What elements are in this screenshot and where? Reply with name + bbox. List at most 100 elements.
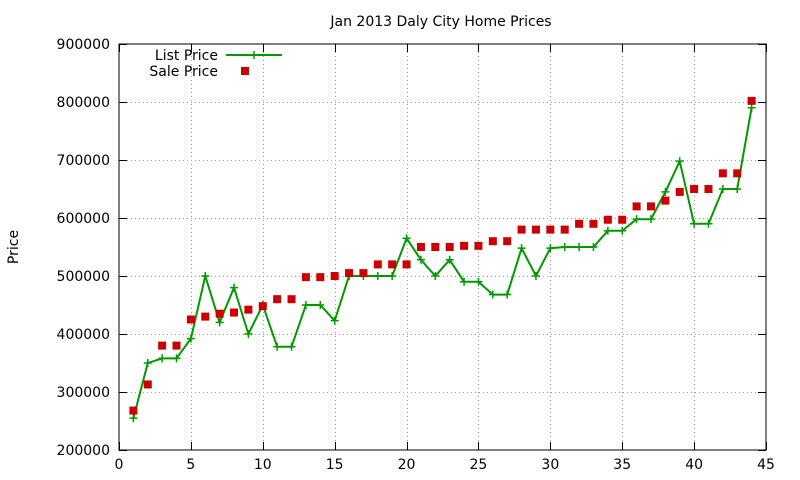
sale-price-point bbox=[445, 243, 454, 251]
sale-price-point bbox=[373, 260, 382, 269]
list-price-point bbox=[301, 301, 310, 309]
sale-price-point bbox=[675, 187, 684, 196]
sale-price-point bbox=[129, 406, 138, 415]
list-price-point bbox=[230, 283, 239, 292]
y-tick-labels: 200000 300000 400000 500000 600000 700000 8000… bbox=[57, 37, 110, 459]
list-price-point bbox=[704, 219, 713, 228]
x-tick-label: 5 bbox=[186, 457, 195, 473]
sale-price-point bbox=[460, 241, 469, 250]
y-tick-label: 800000 bbox=[57, 95, 110, 111]
list-price-line bbox=[132, 107, 753, 419]
list-price-point bbox=[158, 354, 167, 363]
sale-price-point bbox=[330, 272, 339, 280]
list-price-point bbox=[531, 272, 540, 280]
list-price-point bbox=[733, 185, 742, 193]
x-tick-labels: 0 5 10 15 20 25 30 35 40 45 bbox=[115, 457, 775, 473]
x-tick-label: 10 bbox=[254, 457, 272, 473]
list-price-point bbox=[316, 301, 325, 309]
list-price-point bbox=[172, 354, 181, 363]
sale-price-point bbox=[474, 241, 483, 250]
list-price-point bbox=[603, 226, 612, 235]
list-price-point bbox=[143, 359, 152, 367]
sale-price-point bbox=[172, 341, 181, 350]
y-tick-label: 900000 bbox=[57, 37, 110, 53]
plot-frame bbox=[118, 43, 767, 451]
sale-price-point bbox=[273, 295, 282, 304]
list-price-point bbox=[129, 414, 138, 423]
y-tick-label: 300000 bbox=[57, 385, 110, 401]
sale-price-point bbox=[589, 219, 598, 228]
x-tick-label: 25 bbox=[470, 457, 488, 473]
list-price-point bbox=[718, 185, 727, 193]
legend-label-list-price: List Price bbox=[155, 48, 218, 64]
list-price-point bbox=[575, 243, 584, 251]
legend-list-price-marker bbox=[250, 51, 258, 59]
sale-price-point bbox=[603, 215, 612, 224]
list-price-point bbox=[589, 243, 598, 251]
list-price-point bbox=[474, 277, 483, 286]
sale-price-point bbox=[244, 305, 253, 314]
sale-price-point bbox=[287, 295, 296, 304]
sale-price-point bbox=[158, 341, 167, 350]
list-price-point bbox=[273, 342, 282, 351]
x-tick-label: 0 bbox=[115, 457, 124, 473]
sale-price-point bbox=[230, 308, 239, 317]
list-price-point bbox=[546, 244, 555, 253]
sale-price-point bbox=[186, 315, 195, 324]
list-price-point bbox=[747, 103, 756, 112]
y-tick-label: 600000 bbox=[57, 211, 110, 227]
x-tick-label: 20 bbox=[398, 457, 416, 473]
sale-price-point bbox=[431, 243, 440, 251]
sale-price-point bbox=[575, 219, 584, 228]
chart-title: Jan 2013 Daly City Home Prices bbox=[329, 14, 551, 30]
list-price-point bbox=[460, 277, 469, 286]
y-tick-label: 400000 bbox=[57, 327, 110, 343]
sale-price-point bbox=[359, 269, 368, 278]
sale-price-point bbox=[747, 96, 756, 105]
list-price-point bbox=[661, 187, 670, 196]
sale-price-point bbox=[517, 225, 526, 234]
sale-price-point bbox=[733, 169, 742, 178]
list-price-point bbox=[675, 157, 684, 166]
list-price-point bbox=[244, 330, 253, 338]
list-price-point bbox=[431, 272, 440, 280]
sale-price-point bbox=[416, 243, 425, 251]
sale-price-point bbox=[546, 225, 555, 234]
list-price-point bbox=[287, 342, 296, 351]
list-price-point bbox=[618, 226, 627, 235]
sale-price-point bbox=[316, 273, 325, 282]
legend-swatch-list-price bbox=[226, 51, 282, 59]
sale-price-point bbox=[301, 273, 310, 282]
sale-price-point bbox=[661, 196, 670, 205]
y-axis-label: Price bbox=[6, 230, 22, 264]
sale-price-point bbox=[215, 309, 224, 318]
sale-price-point bbox=[388, 260, 397, 269]
sale-price-point bbox=[503, 237, 512, 246]
sale-price-point bbox=[258, 302, 267, 311]
sale-price-point bbox=[201, 312, 210, 321]
list-price-point bbox=[201, 272, 210, 280]
legend-label-sale-price: Sale Price bbox=[149, 64, 218, 80]
list-price-point bbox=[560, 243, 569, 251]
list-price-point bbox=[330, 316, 339, 325]
axis-ticks bbox=[119, 44, 767, 451]
sale-price-point bbox=[560, 225, 569, 234]
data-series bbox=[129, 96, 756, 423]
list-price-point bbox=[632, 215, 641, 224]
sale-price-point bbox=[345, 269, 354, 278]
sale-price-point bbox=[718, 169, 727, 178]
y-tick-label: 700000 bbox=[57, 153, 110, 169]
sale-price-point bbox=[402, 260, 411, 269]
x-tick-label: 40 bbox=[685, 457, 703, 473]
legend-sale-price-marker bbox=[241, 67, 249, 75]
sale-price-point bbox=[704, 185, 713, 193]
list-price-point bbox=[503, 290, 512, 299]
list-price-point bbox=[373, 272, 382, 280]
y-tick-label: 500000 bbox=[57, 269, 110, 285]
sale-price-point bbox=[646, 202, 655, 211]
sale-price-point bbox=[618, 215, 627, 224]
sale-price-point bbox=[690, 185, 699, 193]
list-price-point bbox=[488, 290, 497, 299]
y-tick-label: 200000 bbox=[57, 443, 110, 459]
